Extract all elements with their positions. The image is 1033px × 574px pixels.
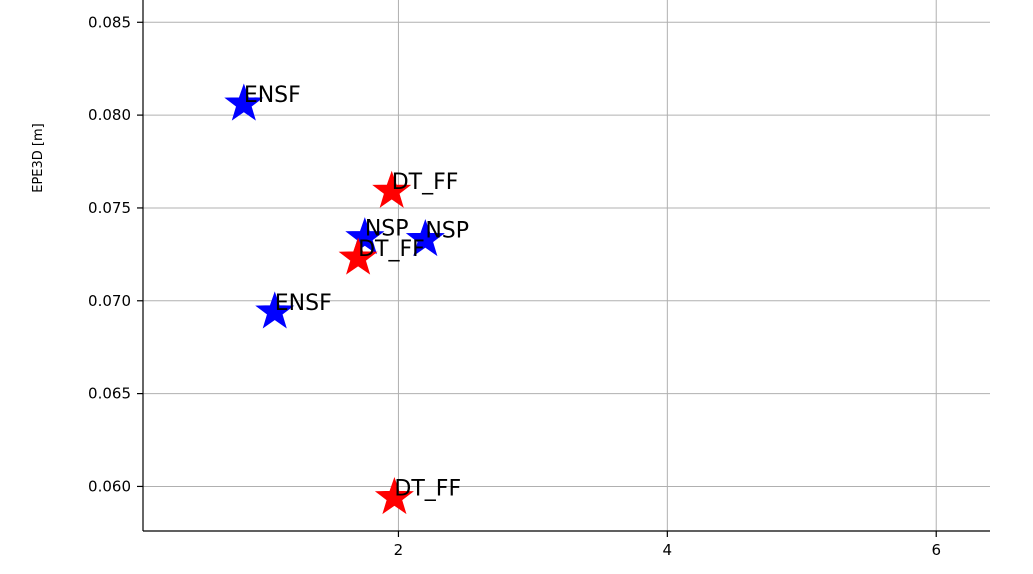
red-star-marker (338, 237, 378, 275)
point-label: NSP (365, 217, 409, 242)
grid (143, 0, 990, 531)
y-axis-label: EPE3D [m] (31, 123, 46, 193)
point-label: DT_FF (392, 170, 459, 195)
x-tick-label: 4 (663, 541, 673, 559)
y-tick-label: 0.075 (88, 199, 131, 217)
y-tick-label: 0.070 (88, 292, 131, 310)
y-tick-label: 0.080 (88, 106, 131, 124)
x-tick-label: 6 (931, 541, 941, 559)
point-label: DT_FF (358, 237, 425, 262)
red-star-marker (372, 170, 412, 208)
point-label: DT_FF (394, 477, 461, 502)
axes (142, 0, 990, 532)
blue-star-marker (255, 291, 295, 329)
y-tick-label: 0.065 (88, 385, 131, 403)
point-label: NSP (425, 219, 469, 244)
y-tick-label: 0.085 (88, 13, 131, 31)
blue-star-marker (345, 217, 385, 255)
x-tick-label: 2 (394, 541, 404, 559)
blue-star-marker (224, 83, 264, 121)
point-label: ENSF (275, 291, 332, 316)
blue-star-marker (405, 218, 445, 257)
point-label: ENSF (244, 83, 301, 108)
y-tick-label: 0.060 (88, 477, 131, 495)
ticks: 0.060 0.065 0.070 0.075 0.080 0.085 2 4 6 (88, 13, 941, 559)
red-star-marker (374, 477, 414, 515)
